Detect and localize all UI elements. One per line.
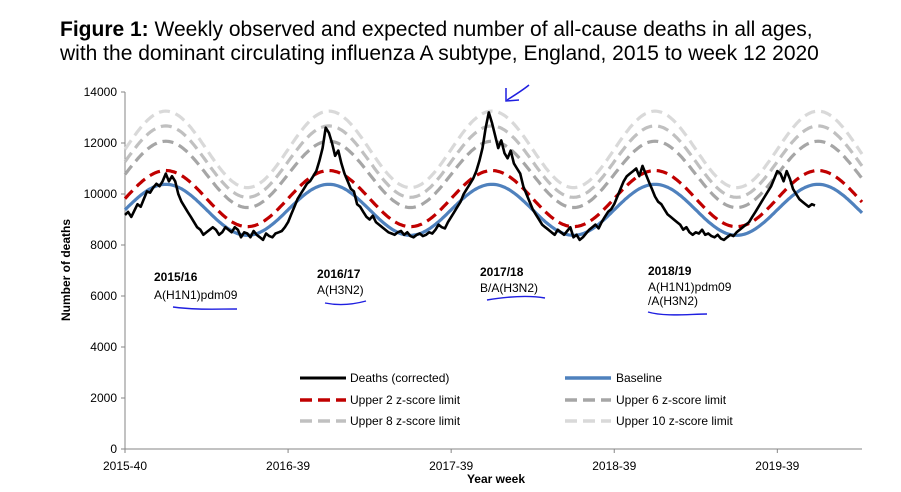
legend-item-upper-6: Upper 6 z-score limit [565, 393, 727, 407]
series-line-upper-8-z-score-limit [123, 124, 864, 199]
annotation-subtype-2: /A(H3N2) [648, 294, 698, 308]
legend-label: Upper 6 z-score limit [616, 393, 727, 407]
y-tick-label: 12000 [84, 136, 118, 150]
legend-item-upper-8: Upper 8 z-score limit [300, 414, 461, 428]
legend: Deaths (corrected) Baseline Upper 2 z-sc… [300, 371, 733, 428]
title-line-1: Weekly observed and expected number of a… [154, 18, 813, 41]
y-tick-label: 2000 [90, 391, 117, 405]
y-tick-label: 6000 [90, 289, 117, 303]
series-line-upper-10-z-score-limit [123, 109, 864, 190]
figure-label: Figure 1: [60, 18, 149, 41]
series-line-upper-2-z-score-limit [123, 168, 864, 229]
series-line-deaths-corrected [124, 111, 816, 242]
series-line-upper-6-z-score-limit [123, 139, 864, 210]
handwritten-underline [486, 295, 546, 301]
legend-label: Deaths (corrected) [350, 371, 449, 385]
annotation-2015-16: 2015/16 A(H1N1)pdm09 [154, 270, 238, 310]
x-tick-label: 2019-39 [755, 459, 799, 473]
chart-title: Figure 1: Weekly observed and expected n… [60, 18, 819, 66]
legend-label: Upper 10 z-score limit [616, 414, 733, 428]
annotation-2017-18: 2017/18 B/A(H3N2) [480, 265, 546, 301]
handwritten-underline [647, 311, 708, 316]
annotation-2016-17: 2016/17 A(H3N2) [317, 267, 367, 306]
y-tick-label: 10000 [84, 187, 118, 201]
x-tick-label: 2017-39 [429, 459, 473, 473]
x-tick-label: 2018-39 [592, 459, 636, 473]
annotation-subtype: A(H1N1)pdm09 [648, 280, 732, 294]
handwritten-arrow-icon [505, 84, 530, 102]
legend-label: Baseline [616, 371, 662, 385]
annotation-subtype: A(H3N2) [317, 283, 364, 297]
y-tick-label: 4000 [90, 340, 117, 354]
legend-item-baseline: Baseline [565, 371, 662, 385]
annotation-season: 2015/16 [154, 270, 198, 284]
y-tick-label: 0 [110, 442, 117, 456]
legend-label: Upper 2 z-score limit [350, 393, 461, 407]
title-line-2: with the dominant circulating influenza … [60, 42, 819, 65]
legend-label: Upper 8 z-score limit [350, 414, 461, 428]
annotation-2018-19: 2018/19 A(H1N1)pdm09 /A(H3N2) [647, 264, 732, 316]
x-axis-label: Year week [467, 472, 525, 486]
legend-item-upper-2: Upper 2 z-score limit [300, 393, 461, 407]
y-axis-label: Number of deaths [59, 219, 73, 321]
y-tick-label: 14000 [84, 85, 118, 99]
annotation-season: 2016/17 [317, 267, 361, 281]
annotation-season: 2018/19 [648, 264, 692, 278]
annotation-subtype: B/A(H3N2) [480, 281, 538, 295]
legend-item-upper-10: Upper 10 z-score limit [565, 414, 733, 428]
annotation-season: 2017/18 [480, 265, 524, 279]
handwritten-underline [172, 306, 238, 310]
handwritten-underline [324, 300, 367, 306]
annotation-subtype: A(H1N1)pdm09 [154, 288, 238, 302]
legend-item-deaths: Deaths (corrected) [300, 371, 449, 385]
y-tick-label: 8000 [90, 238, 117, 252]
x-tick-label: 2015-40 [103, 459, 147, 473]
x-tick-label: 2016-39 [266, 459, 310, 473]
